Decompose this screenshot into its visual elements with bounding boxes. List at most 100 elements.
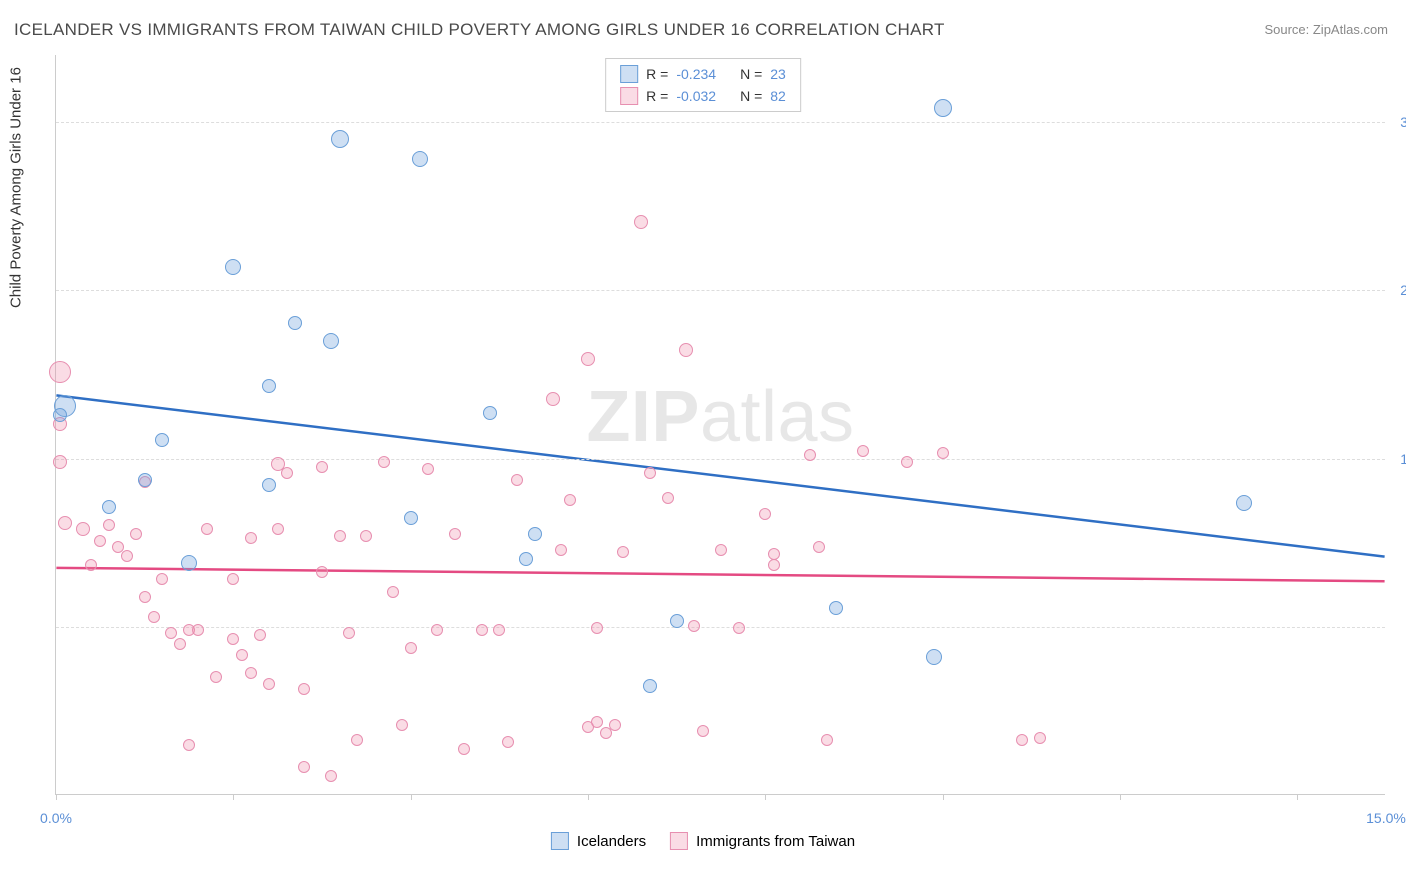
- data-point: [483, 406, 497, 420]
- trend-lines: [56, 55, 1385, 794]
- data-point: [298, 683, 310, 695]
- data-point: [617, 546, 629, 558]
- data-point: [926, 649, 942, 665]
- legend-stats: R = -0.234 N = 23 R = -0.032 N = 82: [605, 58, 801, 112]
- gridline: [56, 122, 1385, 123]
- x-tick: [765, 794, 766, 800]
- x-tick: [233, 794, 234, 800]
- data-point: [759, 508, 771, 520]
- data-point: [519, 552, 533, 566]
- data-point: [236, 649, 248, 661]
- data-point: [331, 130, 349, 148]
- data-point: [378, 456, 390, 468]
- data-point: [272, 523, 284, 535]
- data-point: [139, 591, 151, 603]
- data-point: [85, 559, 97, 571]
- data-point: [263, 678, 275, 690]
- data-point: [281, 467, 293, 479]
- data-point: [225, 259, 241, 275]
- n-value-1: 82: [770, 88, 786, 104]
- gridline: [56, 627, 1385, 628]
- data-point: [343, 627, 355, 639]
- x-tick-label: 0.0%: [40, 810, 72, 826]
- data-point: [679, 343, 693, 357]
- data-point: [156, 573, 168, 585]
- data-point: [316, 566, 328, 578]
- data-point: [360, 530, 372, 542]
- data-point: [102, 500, 116, 514]
- legend-stats-row-0: R = -0.234 N = 23: [620, 63, 786, 85]
- data-point: [245, 667, 257, 679]
- data-point: [387, 586, 399, 598]
- data-point: [934, 99, 952, 117]
- data-point: [227, 633, 239, 645]
- data-point: [768, 548, 780, 560]
- r-value-1: -0.032: [676, 88, 716, 104]
- data-point: [422, 463, 434, 475]
- n-label: N =: [740, 88, 762, 104]
- data-point: [183, 739, 195, 751]
- data-point: [210, 671, 222, 683]
- legend-swatch-icelanders: [620, 65, 638, 83]
- data-point: [644, 467, 656, 479]
- data-point: [813, 541, 825, 553]
- data-point: [591, 622, 603, 634]
- data-point: [1034, 732, 1046, 744]
- data-point: [103, 519, 115, 531]
- x-tick: [1297, 794, 1298, 800]
- data-point: [201, 523, 213, 535]
- data-point: [528, 527, 542, 541]
- data-point: [431, 624, 443, 636]
- x-tick: [943, 794, 944, 800]
- n-label: N =: [740, 66, 762, 82]
- data-point: [581, 352, 595, 366]
- data-point: [493, 624, 505, 636]
- r-value-0: -0.234: [676, 66, 716, 82]
- data-point: [600, 727, 612, 739]
- data-point: [404, 511, 418, 525]
- data-point: [1016, 734, 1028, 746]
- data-point: [94, 535, 106, 547]
- data-point: [768, 559, 780, 571]
- data-point: [323, 333, 339, 349]
- data-point: [697, 725, 709, 737]
- data-point: [351, 734, 363, 746]
- data-point: [49, 361, 71, 383]
- trend-line: [56, 568, 1384, 581]
- plot-area: ZIPatlas 7.5%15.0%22.5%30.0%0.0%15.0%: [55, 55, 1385, 795]
- x-tick: [588, 794, 589, 800]
- data-point: [130, 528, 142, 540]
- data-point: [821, 734, 833, 746]
- data-point: [458, 743, 470, 755]
- data-point: [634, 215, 648, 229]
- x-tick: [1120, 794, 1121, 800]
- chart-title: ICELANDER VS IMMIGRANTS FROM TAIWAN CHIL…: [14, 20, 945, 40]
- x-tick: [411, 794, 412, 800]
- data-point: [449, 528, 461, 540]
- r-label: R =: [646, 88, 668, 104]
- data-point: [254, 629, 266, 641]
- data-point: [262, 379, 276, 393]
- legend-swatch-icelanders: [551, 832, 569, 850]
- data-point: [857, 445, 869, 457]
- legend-item-icelanders: Icelanders: [551, 832, 646, 850]
- gridline: [56, 459, 1385, 460]
- trend-line: [56, 395, 1384, 556]
- x-tick: [56, 794, 57, 800]
- legend-label-1: Immigrants from Taiwan: [696, 833, 855, 850]
- data-point: [733, 622, 745, 634]
- gridline: [56, 290, 1385, 291]
- data-point: [334, 530, 346, 542]
- data-point: [546, 392, 560, 406]
- data-point: [688, 620, 700, 632]
- x-tick-label: 15.0%: [1366, 810, 1406, 826]
- data-point: [58, 516, 72, 530]
- data-point: [192, 624, 204, 636]
- data-point: [181, 555, 197, 571]
- data-point: [564, 494, 576, 506]
- data-point: [937, 447, 949, 459]
- data-point: [643, 679, 657, 693]
- data-point: [405, 642, 417, 654]
- data-point: [227, 573, 239, 585]
- data-point: [582, 721, 594, 733]
